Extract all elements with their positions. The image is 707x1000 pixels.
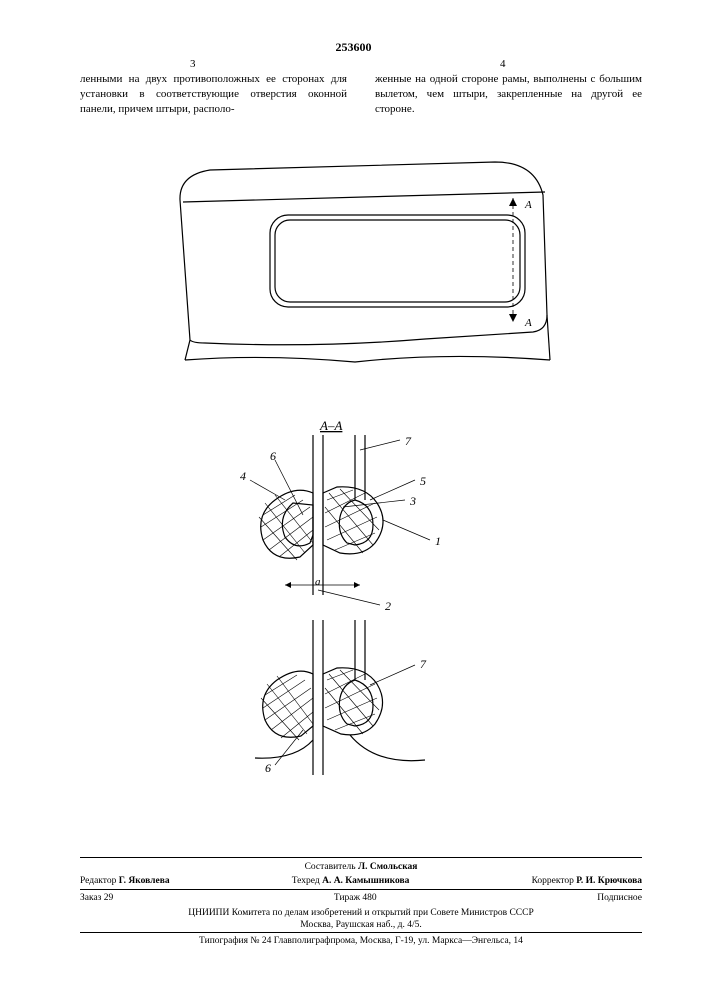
section-heading: А–А (319, 418, 342, 433)
ref-3: 3 (409, 494, 416, 508)
imprint-block: Составитель Л. Смольская Редактор Г. Яко… (80, 857, 642, 948)
ref-2: 2 (385, 599, 391, 613)
order-line: Заказ 29 Тираж 480 Подписное (80, 889, 642, 907)
ref-7: 7 (405, 434, 412, 448)
org-line2: Москва, Раушская наб., д. 4/5. (80, 919, 642, 932)
ref-6: 6 (270, 449, 276, 463)
document-number: 253600 (336, 40, 372, 55)
ref-1: 1 (435, 534, 441, 548)
column-number-right: 4 (500, 58, 506, 70)
left-column-text: ленными на двух противоположных ее сторо… (80, 72, 347, 117)
figures-svg: А А А–А (135, 140, 575, 840)
body-text-columns: ленными на двух противоположных ее сторо… (80, 72, 642, 117)
ref-7b: 7 (420, 657, 427, 671)
typography-line: Типография № 24 Главполиграфпрома, Москв… (80, 932, 642, 948)
column-number-left: 3 (190, 58, 196, 70)
ref-6b: 6 (265, 761, 271, 775)
org-line1: ЦНИИПИ Комитета по делам изобретений и о… (80, 907, 642, 920)
ref-5: 5 (420, 474, 426, 488)
patent-figures: А А А–А (135, 140, 575, 840)
credits-line: Редактор Г. Яковлева Техред А. А. Камышн… (80, 874, 642, 889)
dim-a: а (315, 576, 321, 588)
ref-4: 4 (240, 469, 246, 483)
compiler-line: Составитель Л. Смольская (80, 857, 642, 874)
right-column-text: женные на одной стороне рамы, выполнены … (375, 72, 642, 117)
section-label-A-top: А (524, 199, 532, 211)
section-label-A-bot: А (524, 317, 532, 329)
